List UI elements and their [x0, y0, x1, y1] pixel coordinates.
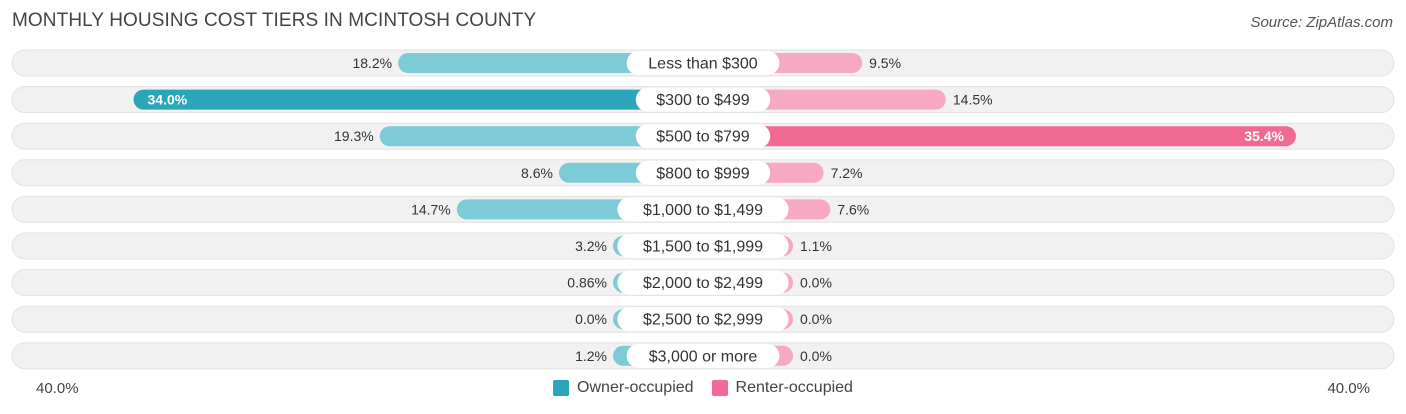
category-pill	[626, 51, 780, 75]
owner-value-label: 1.2%	[575, 348, 607, 364]
chart-row: $2,500 to $2,999 0.0% 0.0%	[11, 305, 1395, 333]
chart-row: $1,000 to $1,499 14.7% 7.6%	[11, 195, 1395, 223]
category-label: $3,000 or more	[649, 348, 758, 365]
renter-value-label: 7.2%	[831, 165, 863, 181]
category-pill	[617, 307, 789, 332]
owner-value-label: 34.0%	[148, 92, 188, 108]
renter-value-label: 9.5%	[869, 55, 901, 71]
chart-row: $2,000 to $2,499 0.86% 0.0%	[11, 269, 1395, 297]
renter-value-label: 0.0%	[800, 275, 832, 291]
renter-value-label: 0.0%	[800, 311, 832, 327]
chart-row: $800 to $999 8.6% 7.2%	[11, 159, 1395, 187]
category-label: $1,500 to $1,999	[643, 239, 763, 256]
axis-min-label: 40.0%	[36, 380, 79, 397]
legend-swatch-owner	[553, 380, 570, 396]
renter-value-label: 7.6%	[837, 201, 869, 217]
chart-row: Less than $300 18.2% 9.5%	[11, 49, 1395, 77]
chart-row: $3,000 or more 1.2% 0.0%	[11, 342, 1395, 370]
renter-value-label: 14.5%	[953, 92, 993, 108]
renter-bar	[703, 126, 1296, 147]
renter-value-label: 35.4%	[1244, 128, 1284, 144]
legend-swatch-renter	[711, 380, 728, 396]
chart-source: Source: ZipAtlas.com	[1250, 14, 1393, 31]
legend-item-owner: Owner-occupied	[553, 379, 694, 397]
category-label: $2,000 to $2,499	[643, 275, 763, 292]
owner-bar	[133, 89, 703, 110]
category-pill	[635, 87, 771, 112]
axis-max-label: 40.0%	[1327, 380, 1370, 397]
owner-value-label: 0.86%	[567, 275, 607, 291]
chart-row: $500 to $799 19.3% 35.4%	[11, 122, 1395, 150]
category-label: $500 to $799	[656, 129, 750, 146]
chart-row: $300 to $499 34.0% 14.5%	[11, 86, 1395, 114]
legend: Owner-occupied Renter-occupied	[0, 379, 1406, 397]
category-pill	[617, 197, 789, 222]
category-pill	[617, 234, 789, 258]
owner-value-label: 8.6%	[521, 165, 553, 181]
renter-value-label: 1.1%	[800, 238, 832, 254]
category-label: $300 to $499	[656, 92, 750, 109]
owner-bar	[398, 53, 703, 73]
legend-label-owner: Owner-occupied	[577, 379, 694, 396]
renter-value-label: 0.0%	[800, 348, 832, 364]
category-pill	[635, 160, 771, 185]
chart-title: MONTHLY HOUSING COST TIERS IN MCINTOSH C…	[12, 10, 537, 31]
owner-value-label: 19.3%	[334, 128, 374, 144]
category-pill	[617, 270, 789, 295]
legend-label-renter: Renter-occupied	[735, 379, 853, 396]
owner-value-label: 0.0%	[575, 311, 607, 327]
category-pill	[626, 343, 780, 368]
owner-bar	[379, 126, 703, 147]
category-label: $1,000 to $1,499	[643, 202, 763, 219]
chart-row: $1,500 to $1,999 3.2% 1.1%	[11, 232, 1395, 260]
category-label: $800 to $999	[656, 165, 750, 182]
category-pill	[635, 124, 771, 149]
owner-value-label: 14.7%	[411, 201, 451, 217]
owner-value-label: 3.2%	[575, 238, 607, 254]
owner-value-label: 18.2%	[352, 55, 392, 71]
category-label: Less than $300	[648, 56, 758, 73]
category-label: $2,500 to $2,999	[643, 312, 763, 329]
legend-item-renter: Renter-occupied	[711, 379, 853, 397]
